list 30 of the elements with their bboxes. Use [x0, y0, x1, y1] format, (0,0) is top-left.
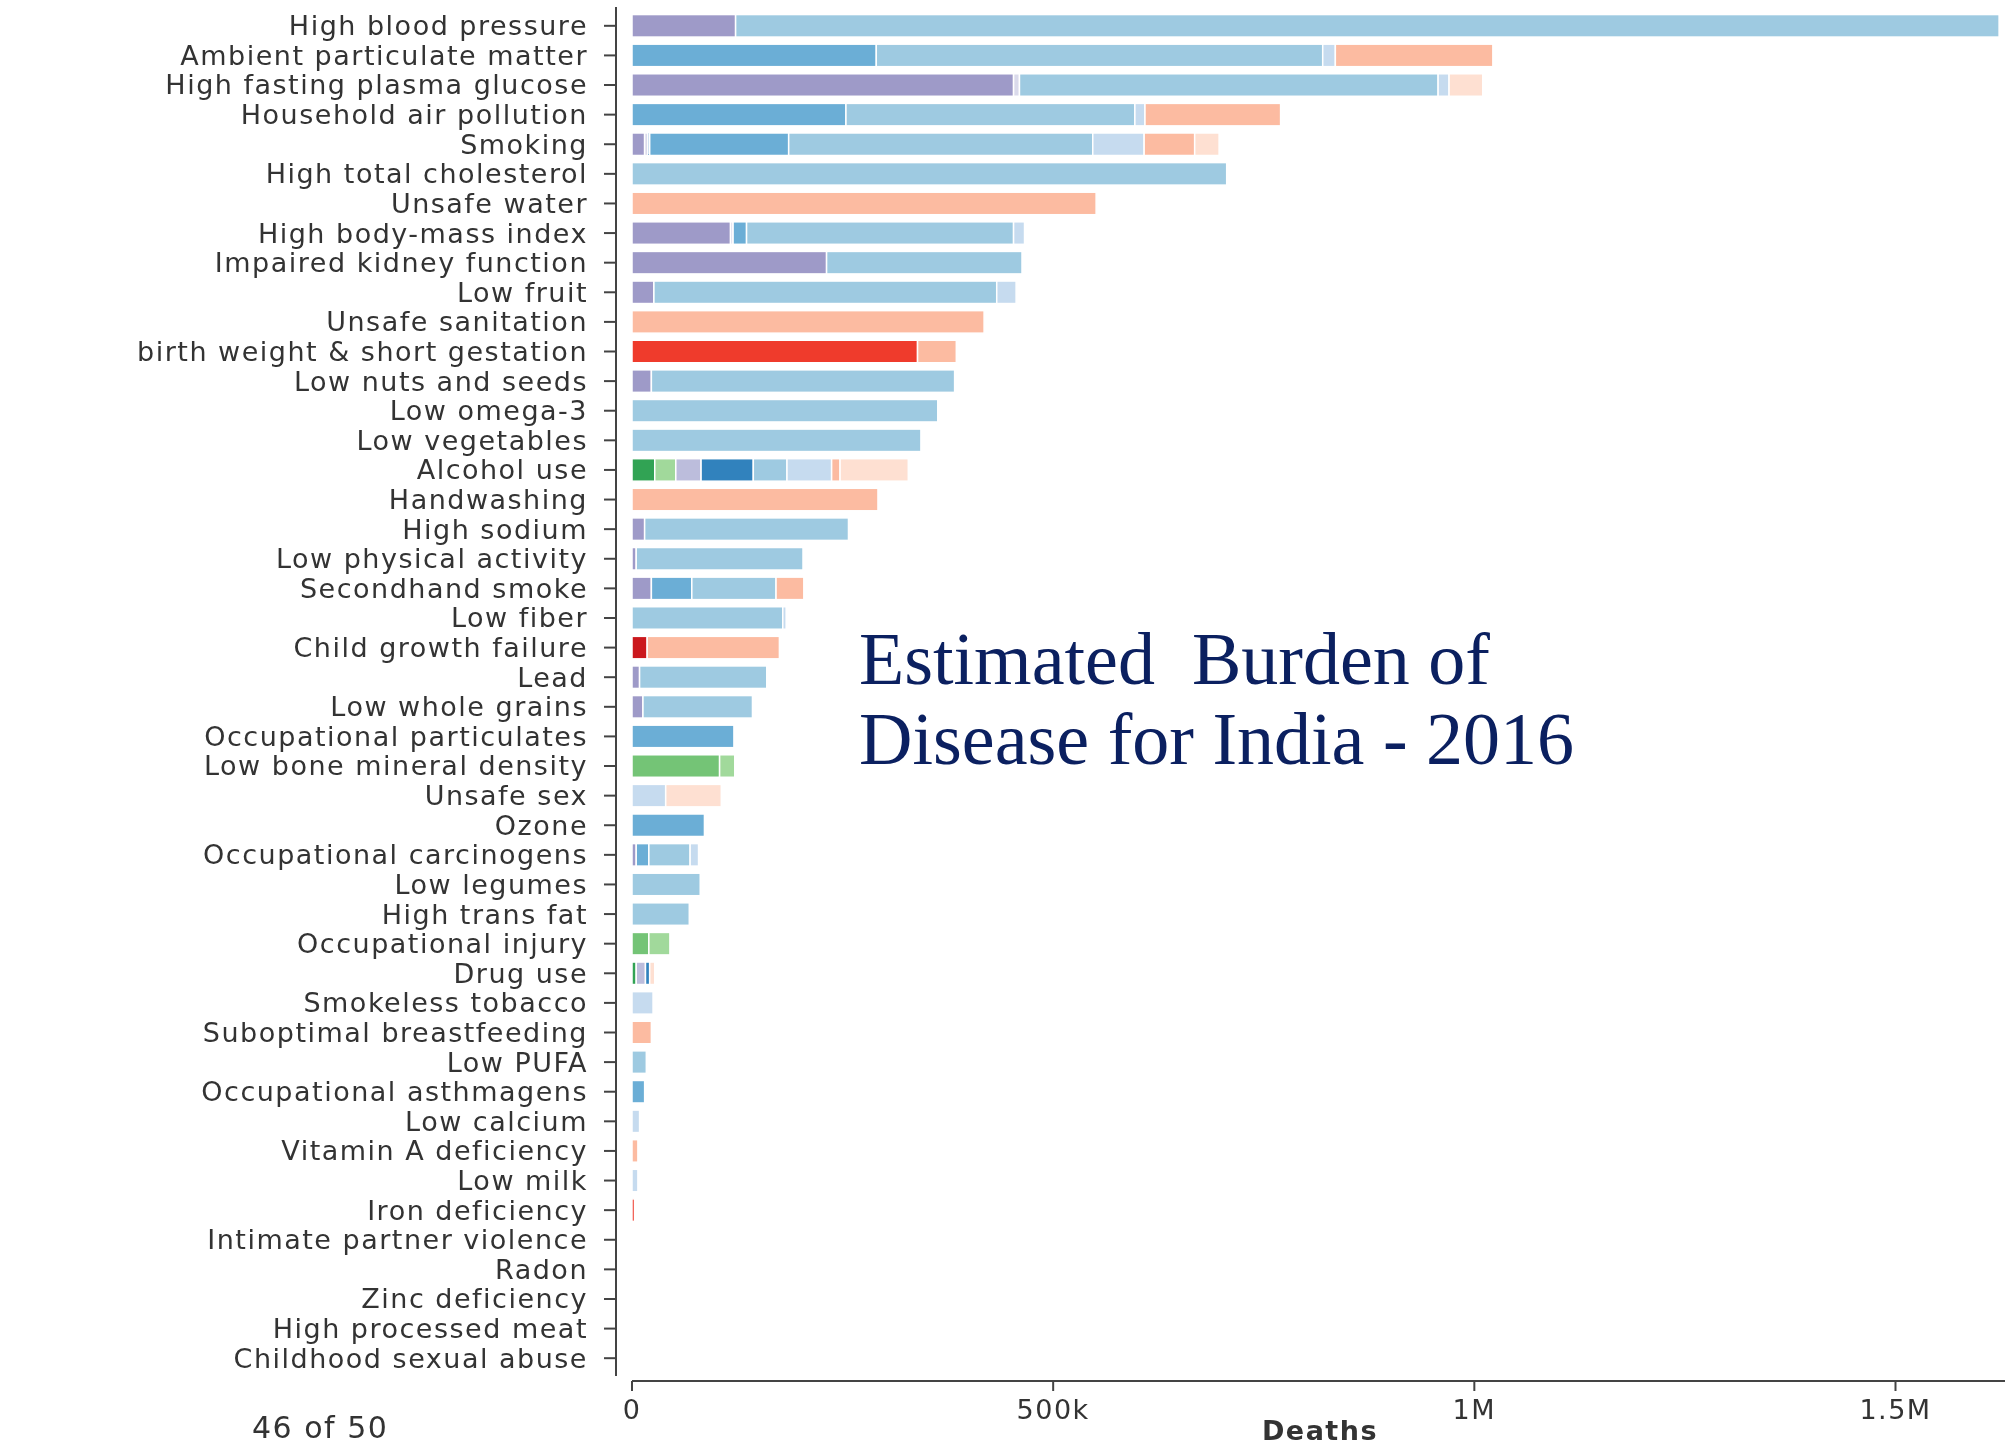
- x-tick-label: 0: [622, 1394, 642, 1425]
- x-tick-label: 1.5M: [1859, 1394, 1932, 1425]
- text: Estimated Burden of Disease for India - 2016: [859, 618, 1575, 780]
- x-axis-title: Deaths: [1261, 1415, 1379, 1446]
- y-tick-label: Low fiber: [450, 602, 588, 634]
- y-tick-label: Unsafe sex: [424, 780, 588, 812]
- y-tick-label: Occupational asthmagens: [201, 1076, 588, 1108]
- y-tick-label: High body-mass index: [257, 217, 588, 249]
- x-tick-label: 500k: [1016, 1394, 1090, 1425]
- y-tick-label: Low omega-3: [389, 395, 588, 427]
- text: 46 of 50: [252, 1410, 389, 1445]
- y-tick-label: Radon: [495, 1253, 588, 1285]
- y-tick-label: Child growth failure: [293, 632, 588, 664]
- y-tick-label: birth weight & short gestation: [137, 335, 588, 367]
- y-tick-label: Zinc deficiency: [361, 1283, 588, 1315]
- y-tick-label: Lead: [517, 661, 588, 693]
- y-tick-label: Handwashing: [388, 483, 588, 515]
- y-tick-label: Low fruit: [456, 276, 588, 308]
- y-tick-label: Low whole grains: [330, 691, 588, 723]
- y-tick-label: Unsafe water: [390, 187, 588, 219]
- y-tick-label: High processed meat: [272, 1313, 588, 1345]
- y-tick-label: Unsafe sanitation: [326, 306, 588, 338]
- y-tick-label: High blood pressure: [288, 10, 588, 42]
- y-tick-label: Household air pollution: [240, 99, 588, 131]
- y-tick-label: Occupational carcinogens: [203, 839, 588, 871]
- y-tick-label: Suboptimal breastfeeding: [202, 1016, 588, 1048]
- y-tick-label: Ozone: [494, 809, 588, 841]
- y-tick-label: Iron deficiency: [367, 1194, 588, 1226]
- x-tick-label: 1M: [1452, 1394, 1497, 1425]
- y-tick-label: Vitamin A deficiency: [281, 1135, 588, 1167]
